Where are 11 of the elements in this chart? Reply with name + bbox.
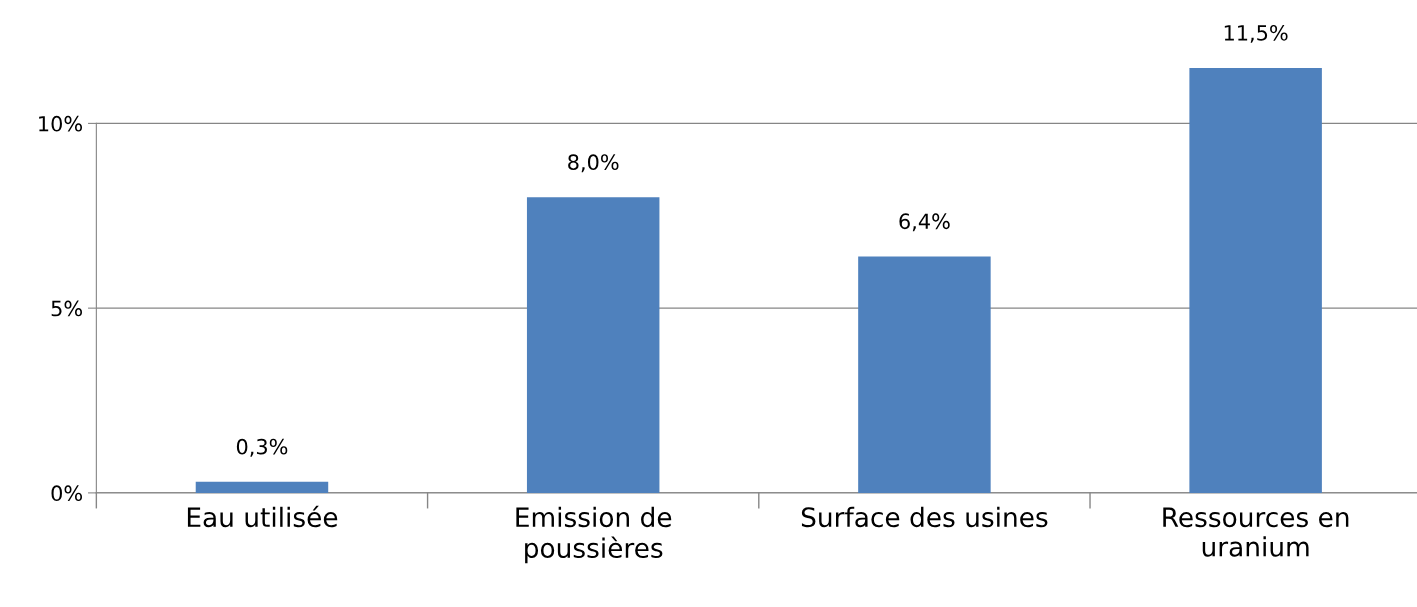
y-tick-label: 10% [39, 115, 83, 132]
y-tick-label: 5% [51, 300, 83, 317]
data-label: 8,0% [568, 154, 619, 173]
x-tick-label: Ressources en uranium [1163, 507, 1349, 557]
data-label: 0,3% [236, 438, 288, 457]
x-tick-label: Surface des usines [801, 506, 1048, 528]
data-label: 11,5% [1224, 24, 1288, 43]
x-tick-label: Eau utilisée [187, 505, 338, 528]
y-tick-label: 0% [51, 485, 83, 502]
data-label: 6,4% [899, 213, 950, 232]
x-tick-label: Emission de poussières [516, 506, 672, 564]
